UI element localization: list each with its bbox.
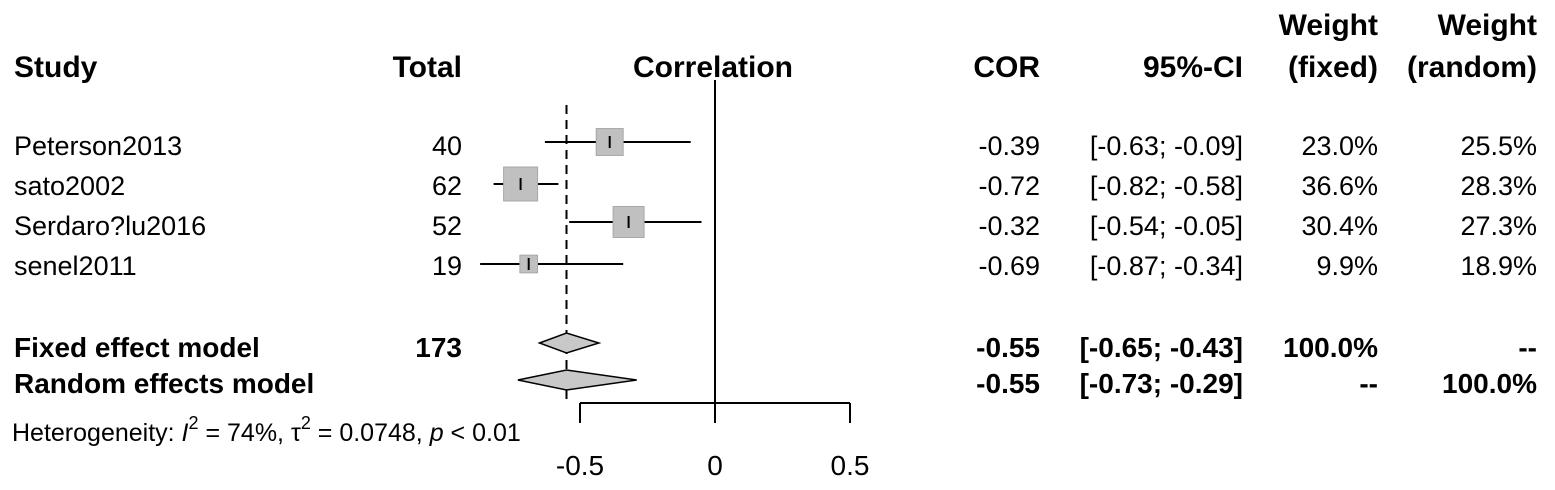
study-cor: -0.72 (978, 171, 1040, 201)
summary-weight-random: -- (1518, 332, 1537, 363)
plot-area: -0.5 0 0.5 (480, 80, 869, 481)
het-p-value: < 0.01 (444, 419, 521, 447)
study-weight-random: 27.3% (1460, 211, 1537, 241)
x-tick-label: 0.5 (831, 450, 870, 481)
het-tau-value: = 0.0748, (311, 419, 430, 447)
study-total: 19 (432, 251, 462, 281)
study-row: sato2002 62 -0.72 [-0.82; -0.58] 36.6% 2… (14, 171, 1537, 201)
summary-weight-fixed: -- (1359, 368, 1378, 399)
x-tick-label: -0.5 (556, 450, 604, 481)
study-total: 62 (432, 171, 462, 201)
het-i-sup: 2 (189, 413, 199, 433)
header-correlation: Correlation (633, 51, 793, 84)
study-row: Serdaro?lu2016 52 -0.32 [-0.54; -0.05] 3… (14, 211, 1537, 241)
fixed-effect-diamond (537, 332, 602, 354)
study-cor: -0.69 (978, 251, 1040, 281)
header-cor: COR (973, 51, 1040, 84)
study-name: Serdaro?lu2016 (14, 211, 206, 241)
study-ci: [-0.87; -0.34] (1090, 251, 1243, 281)
het-tau-sup: 2 (301, 413, 311, 433)
het-p-symbol: p (429, 419, 444, 447)
study-row: Peterson2013 40 -0.39 [-0.63; -0.09] 23.… (14, 131, 1537, 161)
summary-cor: -0.55 (976, 332, 1040, 363)
study-cor: -0.39 (978, 131, 1040, 161)
study-name: Peterson2013 (14, 131, 182, 161)
summary-name: Fixed effect model (14, 332, 260, 363)
header-study: Study (14, 51, 98, 84)
x-tick-label: 0 (707, 450, 723, 481)
study-weight-fixed: 36.6% (1301, 171, 1378, 201)
study-ci: [-0.63; -0.09] (1090, 131, 1243, 161)
study-ci: [-0.54; -0.05] (1090, 211, 1243, 241)
het-tau-symbol: τ (291, 419, 301, 447)
study-total: 40 (432, 131, 462, 161)
study-weight-fixed: 9.9% (1316, 251, 1378, 281)
header-weight-fixed-line2: (fixed) (1288, 51, 1378, 84)
study-weight-random: 25.5% (1460, 131, 1537, 161)
header-weight-fixed-line1: Weight (1279, 9, 1378, 42)
study-total: 52 (432, 211, 462, 241)
header-weight-random-line1: Weight (1438, 9, 1537, 42)
heterogeneity-text: Heterogeneity: I2 = 74%, τ2 = 0.0748, p … (12, 413, 521, 447)
study-ci: [-0.82; -0.58] (1090, 171, 1243, 201)
header-total: Total (393, 51, 462, 84)
summary-weight-fixed: 100.0% (1283, 332, 1378, 363)
summary-name: Random effects model (14, 368, 314, 399)
study-weight-random: 18.9% (1460, 251, 1537, 281)
random-effects-diamond (517, 369, 637, 391)
study-weight-random: 28.3% (1460, 171, 1537, 201)
summary-ci: [-0.73; -0.29] (1080, 368, 1243, 399)
study-name: senel2011 (14, 251, 137, 281)
study-name: sato2002 (14, 171, 125, 201)
summary-ci: [-0.65; -0.43] (1080, 332, 1243, 363)
het-i-symbol: I (182, 419, 189, 447)
study-row: senel2011 19 -0.69 [-0.87; -0.34] 9.9% 1… (14, 251, 1537, 281)
het-i-value: = 74%, (199, 419, 291, 447)
summary-row-random: Random effects model -0.55 [-0.73; -0.29… (14, 368, 1537, 399)
header-ci: 95%-CI (1143, 51, 1243, 84)
header-weight-random-line2: (random) (1407, 51, 1537, 84)
study-weight-fixed: 30.4% (1301, 211, 1378, 241)
het-prefix: Heterogeneity: (12, 419, 182, 447)
summary-cor: -0.55 (976, 368, 1040, 399)
summary-row-fixed: Fixed effect model 173 -0.55 [-0.65; -0.… (14, 332, 1537, 363)
study-weight-fixed: 23.0% (1301, 131, 1378, 161)
study-cor: -0.32 (978, 211, 1040, 241)
weight-box (503, 166, 539, 202)
summary-weight-random: 100.0% (1442, 368, 1537, 399)
summary-total: 173 (415, 332, 462, 363)
